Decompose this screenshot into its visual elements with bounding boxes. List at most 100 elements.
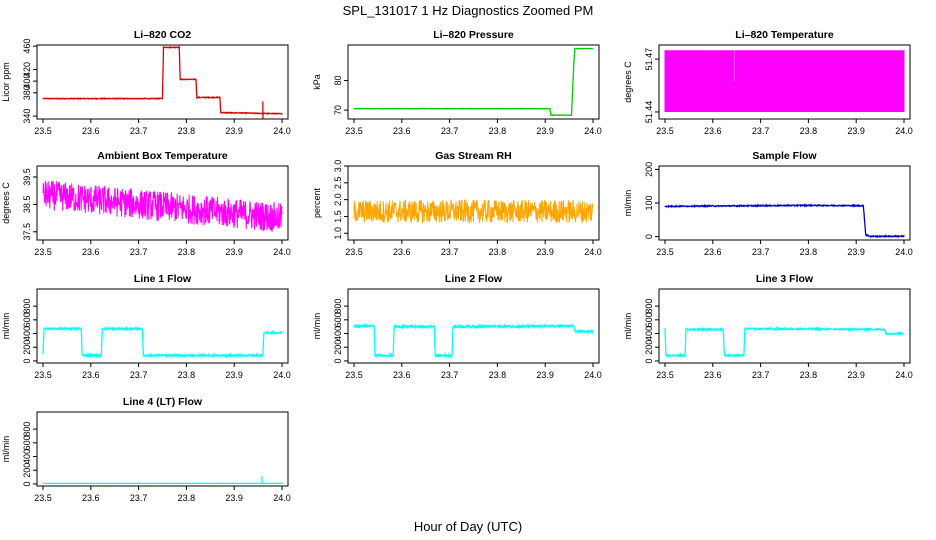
series-line-line2: [353, 323, 594, 359]
y-tick-label: 380: [22, 85, 32, 100]
x-tick-label: 23.9: [847, 247, 865, 257]
y-tick-label: 80: [333, 76, 343, 86]
y-tick-label: 420: [22, 62, 32, 77]
series-line-ambient: [42, 180, 283, 232]
panel-line1: Line 1 Flow ml/min 23.5 23.6 23.7 23.8 23.9 24.…: [1, 273, 291, 380]
x-tick-label: 23.8: [178, 126, 196, 136]
panel-title-ambient: Ambient Box Temperature: [97, 150, 228, 162]
y-axis-label-line4: ml/min: [1, 436, 11, 463]
series-line-line3: [664, 325, 905, 359]
y-tick-label: 460: [22, 39, 32, 54]
x-tick-label: 23.6: [393, 370, 411, 380]
panel-title-temperature: Li–820 Temperature: [735, 29, 834, 41]
panel-title-line2: Line 2 Flow: [445, 273, 503, 285]
x-tick-label: 23.6: [393, 126, 411, 136]
y-tick-label: 800: [644, 299, 654, 314]
x-tick-label: 24.0: [273, 247, 291, 257]
x-tick-label: 23.8: [178, 247, 196, 257]
y-tick-label: 51.47: [644, 48, 654, 71]
x-tick-label: 23.8: [800, 126, 818, 136]
x-tick-label: 23.5: [345, 126, 363, 136]
x-tick-label: 23.7: [752, 370, 770, 380]
y-tick-label: 340: [22, 109, 32, 124]
x-tick-label: 23.7: [441, 126, 459, 136]
x-tick-label: 23.7: [752, 247, 770, 257]
x-tick-label: 23.5: [656, 370, 674, 380]
y-tick-label: 0: [644, 234, 654, 239]
panel-title-pressure: Li–820 Pressure: [433, 29, 514, 41]
y-tick-label: 400: [22, 326, 32, 341]
y-tick-label: 38.5: [22, 196, 32, 214]
x-tick-label: 23.7: [130, 126, 148, 136]
x-tick-label: 23.9: [536, 126, 554, 136]
plot-frame: [36, 44, 289, 120]
plot-frame: [347, 165, 600, 241]
y-axis-label-line3: ml/min: [623, 313, 633, 340]
panel-line3: Line 3 Flow ml/min 23.5 23.6 23.7 23.8 23.9 24.…: [623, 273, 913, 380]
x-tick-label: 23.8: [489, 370, 507, 380]
x-tick-label: 23.5: [345, 247, 363, 257]
panel-temperature: Li–820 Temperature degrees C 23.5 23.6 23.7 2…: [623, 29, 913, 136]
plot-frame: [36, 411, 289, 487]
x-tick-label: 23.9: [536, 370, 554, 380]
panel-title-sample: Sample Flow: [752, 150, 817, 162]
x-tick-label: 23.6: [704, 247, 722, 257]
y-tick-label: 800: [22, 299, 32, 314]
series-line-temperature: [664, 50, 905, 112]
x-tick-label: 23.9: [225, 126, 243, 136]
x-tick-label: 23.8: [800, 370, 818, 380]
x-tick-label: 23.5: [34, 247, 52, 257]
x-tick-label: 23.6: [704, 126, 722, 136]
x-tick-label: 23.6: [82, 493, 100, 503]
y-tick-label: 70: [333, 105, 343, 115]
panel-ambient: Ambient Box Temperature degrees C 23.5 23.6…: [1, 150, 291, 257]
x-tick-label: 23.9: [847, 126, 865, 136]
plot-frame: [347, 288, 600, 364]
x-tick-label: 23.6: [393, 247, 411, 257]
y-tick-label: 400: [644, 326, 654, 341]
x-tick-label: 23.5: [656, 247, 674, 257]
figure-title: SPL_131017 1 Hz Diagnostics Zoomed PM: [343, 3, 594, 18]
series-line-pressure: [354, 47, 594, 117]
x-tick-label: 24.0: [584, 126, 602, 136]
plot-frame: [658, 288, 911, 364]
y-tick-label: 200: [22, 463, 32, 478]
y-tick-label: 2.0: [333, 193, 343, 206]
x-tick-label: 24.0: [273, 126, 291, 136]
y-tick-label: 2.5: [333, 177, 343, 190]
x-tick-label: 23.5: [34, 126, 52, 136]
x-tick-label: 23.8: [178, 493, 196, 503]
panel-title-rh: Gas Stream RH: [435, 150, 511, 162]
y-tick-label: 100: [644, 195, 654, 210]
x-tick-label: 23.8: [800, 247, 818, 257]
y-axis-label-sample: ml/min: [623, 190, 633, 217]
y-tick-label: 1.5: [333, 210, 343, 223]
x-tick-label: 23.9: [225, 493, 243, 503]
y-tick-label: 37.5: [22, 223, 32, 241]
y-tick-label: 0: [333, 358, 343, 363]
y-tick-label: 400: [22, 74, 32, 89]
x-tick-label: 23.5: [345, 370, 363, 380]
y-tick-label: 600: [333, 312, 343, 327]
plot-frame: [658, 165, 911, 241]
y-tick-label: 600: [22, 435, 32, 450]
series-line-co2: [42, 45, 283, 115]
y-tick-label: 200: [644, 162, 654, 177]
panel-sample: Sample Flow ml/min 23.5 23.6 23.7 23.8 23.9 24.…: [623, 150, 913, 257]
plot-frame: [347, 44, 600, 120]
x-tick-label: 24.0: [273, 493, 291, 503]
panel-title-line4: Line 4 (LT) Flow: [123, 396, 203, 408]
x-tick-label: 23.7: [441, 247, 459, 257]
x-tick-label: 24.0: [895, 370, 913, 380]
x-tick-label: 24.0: [895, 247, 913, 257]
panel-line2: Line 2 Flow ml/min 23.5 23.6 23.7 23.8 23.9 24.…: [312, 273, 602, 380]
panel-rh: Gas Stream RH percent 23.5 23.6 23.7 23.8 23.9…: [312, 150, 602, 257]
y-tick-label: 800: [333, 299, 343, 314]
plot-frame: [36, 288, 289, 364]
y-tick-label: 0: [22, 358, 32, 363]
x-tick-label: 23.7: [752, 126, 770, 136]
y-tick-label: 200: [644, 340, 654, 355]
x-tick-label: 23.9: [536, 247, 554, 257]
panel-co2: Li–820 CO2 Licor ppm 23.5 23.6 23.7 23.8 23.9 2…: [1, 29, 291, 136]
